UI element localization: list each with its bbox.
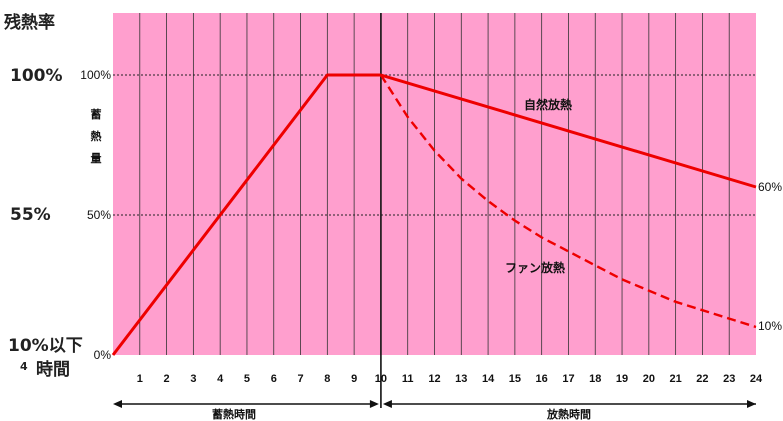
label-10-percent-or-less: 10%以下: [8, 336, 83, 356]
y-axis-char-1: 熱: [91, 129, 102, 143]
charge-arrow-right-head: [369, 400, 379, 408]
series-line-1: [380, 73, 757, 189]
series-line-2: [379, 74, 757, 329]
x-tick-12: 12: [428, 373, 440, 385]
x-tick-20: 20: [643, 373, 655, 385]
x-tick-22: 22: [696, 373, 708, 385]
x-tick-11: 11: [402, 373, 414, 385]
hours-prefix: 4: [20, 360, 28, 373]
label-100-percent: 100%: [10, 66, 63, 86]
x-tick-5: 5: [244, 373, 250, 385]
x-tick-13: 13: [455, 373, 467, 385]
x-tick-14: 14: [482, 373, 495, 385]
fan-cooling-label: ファン放熱: [505, 260, 565, 275]
hours-label: 時間: [36, 360, 70, 380]
x-tick-18: 18: [589, 373, 601, 385]
x-tick-10: 10: [375, 373, 387, 385]
vertical-gridlines: [139, 13, 730, 355]
series-lines: [111, 73, 757, 356]
end-label-natural: 60%: [758, 180, 782, 194]
x-tick-19: 19: [616, 373, 628, 385]
x-tick-9: 9: [351, 373, 357, 385]
x-tick-1: 1: [137, 373, 143, 385]
natural-cooling-label: 自然放熱: [524, 97, 572, 112]
y-axis-label: 蓄熱量: [91, 107, 102, 165]
x-tick-23: 23: [723, 373, 735, 385]
x-tick-8: 8: [324, 373, 330, 385]
x-tick-15: 15: [509, 373, 521, 385]
end-label-fan: 10%: [758, 319, 782, 333]
residual-heat-heading: 残熱率: [4, 13, 55, 33]
label-55-percent: 55%: [10, 205, 51, 225]
x-tick-4: 4: [217, 373, 224, 385]
x-tick-16: 16: [536, 373, 548, 385]
horizontal-gridlines: [113, 74, 756, 216]
charge-time-label: 蓄熱時間: [212, 407, 256, 421]
discharge-arrow-right-head: [747, 400, 756, 408]
y-tick-100: 100%: [80, 68, 111, 82]
series-line-0: [111, 73, 381, 356]
y-axis-char-2: 量: [91, 152, 102, 165]
y-tick-50: 50%: [87, 208, 111, 222]
x-tick-6: 6: [271, 373, 277, 385]
y-tick-0: 0%: [94, 348, 112, 362]
discharge-time-label: 放熱時間: [546, 407, 591, 421]
y-axis-char-0: 蓄: [91, 107, 102, 121]
x-tick-2: 2: [164, 373, 170, 385]
x-tick-21: 21: [670, 373, 682, 385]
x-tick-labels: 1 2 3 4 5 6 7 8 9 10 11 12 13 14 15 16 17 18 19 20 21 22 23 24: [137, 373, 763, 385]
x-tick-7: 7: [297, 373, 303, 385]
x-tick-24: 24: [750, 373, 763, 385]
discharge-arrow-left-head: [382, 400, 392, 408]
charge-arrow-left-head: [113, 400, 122, 408]
x-tick-17: 17: [562, 373, 574, 385]
y-tick-labels: 0% 50% 100%: [80, 68, 111, 362]
x-tick-3: 3: [190, 373, 196, 385]
phase-arrows: [113, 400, 756, 408]
